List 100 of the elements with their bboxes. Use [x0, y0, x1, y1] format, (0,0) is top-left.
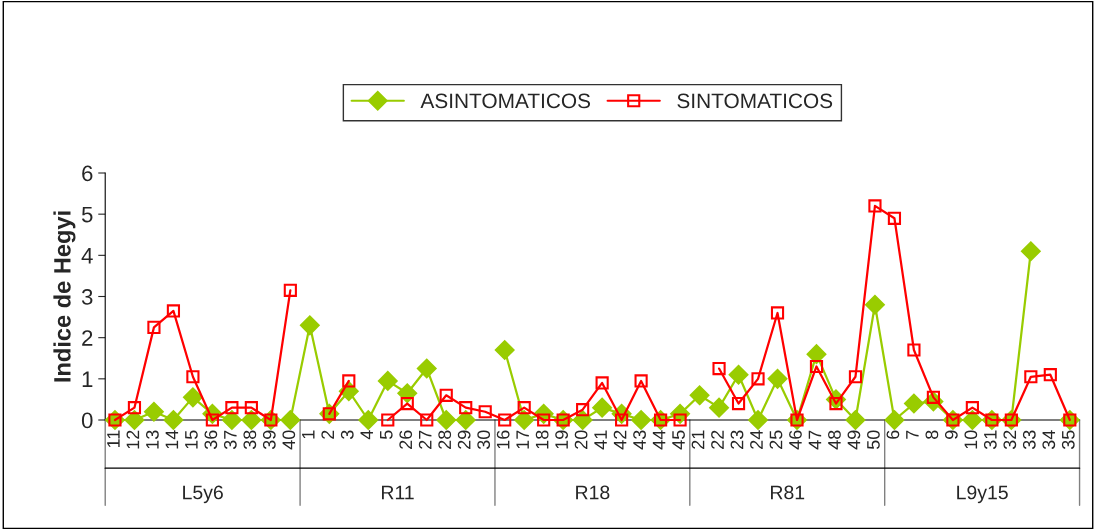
point: [751, 372, 765, 386]
point: [634, 374, 648, 388]
point: [183, 387, 203, 408]
x-tick-label: 15: [185, 430, 198, 449]
x-tick-label: 23: [730, 430, 744, 449]
x-tick-label: 42: [613, 430, 627, 450]
x-tick-label: 17: [516, 430, 529, 449]
x-tick-label: 3: [340, 430, 354, 440]
x-tick-label: 25: [769, 430, 783, 449]
point: [865, 294, 885, 315]
point: [845, 410, 866, 430]
x-tick-label: 39: [262, 430, 276, 450]
point: [241, 410, 262, 430]
point: [283, 283, 297, 297]
point: [147, 320, 161, 334]
x-tick-label: 38: [243, 430, 257, 450]
point: [868, 199, 882, 213]
y-tick-label: 6: [82, 165, 93, 182]
point: [514, 410, 535, 430]
text: R11: [382, 485, 414, 500]
x-tick-label: 45: [672, 430, 685, 450]
x-tick-label: 37: [223, 430, 237, 450]
point: [186, 370, 200, 384]
point: [478, 405, 492, 419]
point: [748, 410, 768, 430]
x-tick-label: 7: [906, 430, 919, 439]
point: [439, 388, 453, 402]
point: [770, 306, 785, 320]
point: [576, 403, 590, 417]
x-tick-label: 26: [399, 430, 413, 449]
x-tick-label: 8: [925, 430, 939, 439]
text: L9y15: [957, 485, 1008, 504]
x-tick-label: 28: [438, 430, 452, 449]
x-tick-label: 1: [302, 430, 315, 439]
x-tick-label: 16: [496, 430, 510, 449]
point: [124, 410, 145, 430]
y-tick-label: 0: [81, 412, 93, 429]
x-tick-label: 12: [126, 430, 140, 449]
x-tick-label: 10: [964, 430, 978, 449]
x-tick-label: 46: [789, 430, 802, 450]
point: [1043, 368, 1057, 382]
point: [904, 393, 924, 414]
point: [459, 401, 473, 415]
point: [416, 358, 437, 379]
legend-label: ASINTOMATICOS: [420, 93, 591, 109]
x-tick-label: 50: [867, 430, 880, 450]
x-tick-label: 47: [808, 430, 822, 450]
point: [498, 413, 512, 427]
x-tick-label: 9: [944, 430, 958, 439]
point: [728, 364, 749, 385]
point: [400, 396, 414, 411]
point: [244, 401, 258, 415]
point: [517, 401, 531, 415]
y-tick-label: 4: [81, 248, 93, 264]
point: [127, 401, 142, 415]
x-tick-label: 27: [418, 430, 432, 449]
point: [962, 410, 983, 430]
point: [848, 370, 863, 384]
x-tick-label: 33: [1022, 430, 1036, 450]
point: [494, 340, 515, 360]
x-tick-label: 30: [477, 430, 491, 450]
x-tick-label: 24: [750, 430, 763, 449]
y-axis-title: Indice de Hegyi: [53, 211, 76, 382]
x-tick-label: 2: [321, 430, 334, 439]
x-tick-label: 6: [886, 430, 900, 439]
point: [884, 410, 905, 430]
point: [689, 385, 710, 406]
point: [595, 376, 609, 390]
x-tick-label: 21: [691, 430, 705, 449]
point: [455, 410, 476, 430]
point: [806, 344, 827, 365]
point: [712, 361, 726, 376]
x-tick-label: 49: [847, 430, 861, 450]
point: [592, 397, 613, 418]
point: [358, 410, 379, 430]
point: [767, 368, 788, 389]
x-tick-label: 18: [535, 430, 549, 449]
x-tick-label: 41: [594, 430, 607, 450]
point: [377, 371, 398, 391]
point: [1024, 370, 1038, 384]
point: [381, 413, 395, 427]
point: [965, 401, 979, 415]
x-tick-label: 29: [457, 430, 471, 449]
point: [225, 401, 239, 415]
y-tick-label: 2: [82, 330, 93, 346]
point: [809, 359, 824, 374]
y-tick-label: 5: [81, 206, 93, 223]
point: [299, 315, 320, 336]
x-tick-label: 4: [360, 430, 373, 440]
x-tick-label: 22: [711, 430, 724, 449]
point: [709, 397, 729, 418]
x-tick-label: 34: [1042, 430, 1056, 450]
x-tick-label: 11: [107, 430, 120, 448]
point: [144, 401, 164, 422]
text: R18: [576, 485, 610, 500]
x-tick-label: 40: [282, 430, 296, 450]
x-tick-label: 48: [828, 430, 841, 450]
x-tick-label: 13: [145, 430, 159, 449]
point: [887, 211, 902, 225]
x-tick-label: 5: [380, 430, 393, 440]
